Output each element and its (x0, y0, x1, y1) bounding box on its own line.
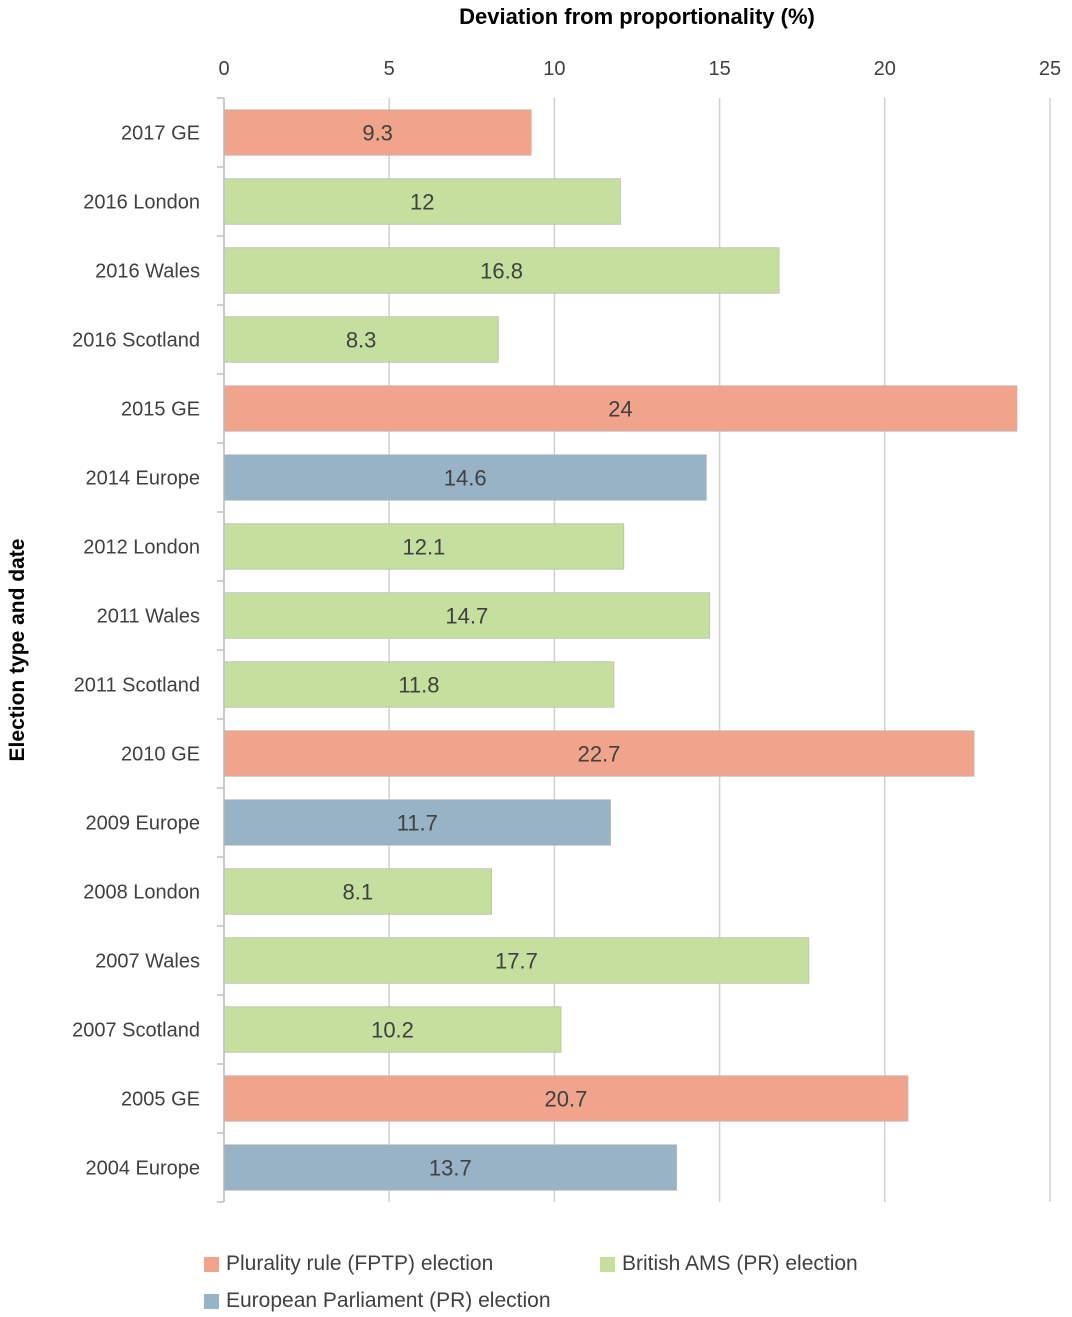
x-tick-label: 5 (384, 58, 395, 80)
legend-label-ams: British AMS (PR) election (622, 1252, 858, 1275)
category-label: 2014 Europe (85, 468, 200, 490)
bar (223, 730, 975, 777)
bar (223, 1075, 909, 1122)
bar (223, 178, 621, 225)
legend-swatch-euro (204, 1293, 219, 1309)
bar (223, 661, 615, 708)
bar (223, 937, 810, 984)
bar-data-label: 8.1 (343, 880, 374, 905)
category-label: 2008 London (83, 882, 200, 904)
x-tick-label: 20 (874, 58, 896, 80)
bar-data-label: 14.7 (445, 604, 488, 629)
category-label: 2010 GE (121, 744, 200, 766)
bar (223, 454, 707, 501)
category-label: 2011 Wales (97, 606, 200, 628)
bar-data-label: 12.1 (402, 535, 445, 560)
x-tick-label: 0 (218, 58, 229, 80)
bar (223, 799, 611, 846)
category-label: 2004 Europe (85, 1158, 200, 1180)
bar (223, 316, 499, 363)
category-label: 2016 Wales (95, 261, 200, 283)
category-label: 2005 GE (121, 1089, 200, 1111)
legend-swatch-ams (600, 1256, 615, 1272)
category-label: 2015 GE (121, 399, 200, 421)
legend-item-euro: European Parliament (PR) election (204, 1289, 551, 1313)
category-label: 2017 GE (121, 123, 200, 145)
bar-data-label: 24 (608, 397, 632, 422)
bar-data-label: 8.3 (346, 328, 377, 353)
category-label: 2009 Europe (85, 813, 200, 835)
bar-data-label: 11.8 (398, 673, 439, 698)
category-label: 2007 Wales (95, 951, 200, 973)
bar-data-label: 20.7 (545, 1087, 588, 1112)
bar-data-label: 12 (410, 190, 434, 215)
category-label: 2012 London (83, 537, 200, 559)
legend-label-fptp: Plurality rule (FPTP) election (226, 1252, 494, 1275)
bar (223, 109, 532, 156)
bar-data-label: 17.7 (495, 949, 538, 974)
legend-item-fptp: Plurality rule (FPTP) election (204, 1252, 493, 1276)
bar-data-label: 16.8 (480, 259, 523, 284)
bar (223, 247, 780, 294)
bar (223, 385, 1018, 432)
bar-data-label: 22.7 (578, 742, 621, 767)
x-axis-title: Deviation from proportionality (%) (459, 4, 815, 29)
category-label: 2007 Scotland (72, 1020, 200, 1042)
x-tick-label: 25 (1039, 58, 1061, 80)
bar-data-label: 13.7 (429, 1156, 472, 1181)
legend-item-ams: British AMS (PR) election (600, 1252, 858, 1276)
bar-data-label: 10.2 (371, 1018, 414, 1043)
x-tick-label: 15 (708, 58, 730, 80)
category-label: 2016 Scotland (72, 330, 200, 352)
x-tick-label: 10 (543, 58, 565, 80)
bar (223, 868, 493, 915)
legend-swatch-fptp (204, 1256, 219, 1272)
bar (223, 523, 625, 570)
bar-data-label: 11.7 (397, 811, 438, 836)
bar-data-label: 9.3 (362, 121, 393, 146)
bar (223, 1144, 678, 1191)
bar-data-label: 14.6 (444, 466, 487, 491)
bar (223, 1006, 562, 1053)
category-label: 2011 Scotland (74, 675, 200, 697)
category-label: 2016 London (83, 192, 200, 214)
legend-label-euro: European Parliament (PR) election (226, 1289, 551, 1312)
bar (223, 592, 711, 639)
